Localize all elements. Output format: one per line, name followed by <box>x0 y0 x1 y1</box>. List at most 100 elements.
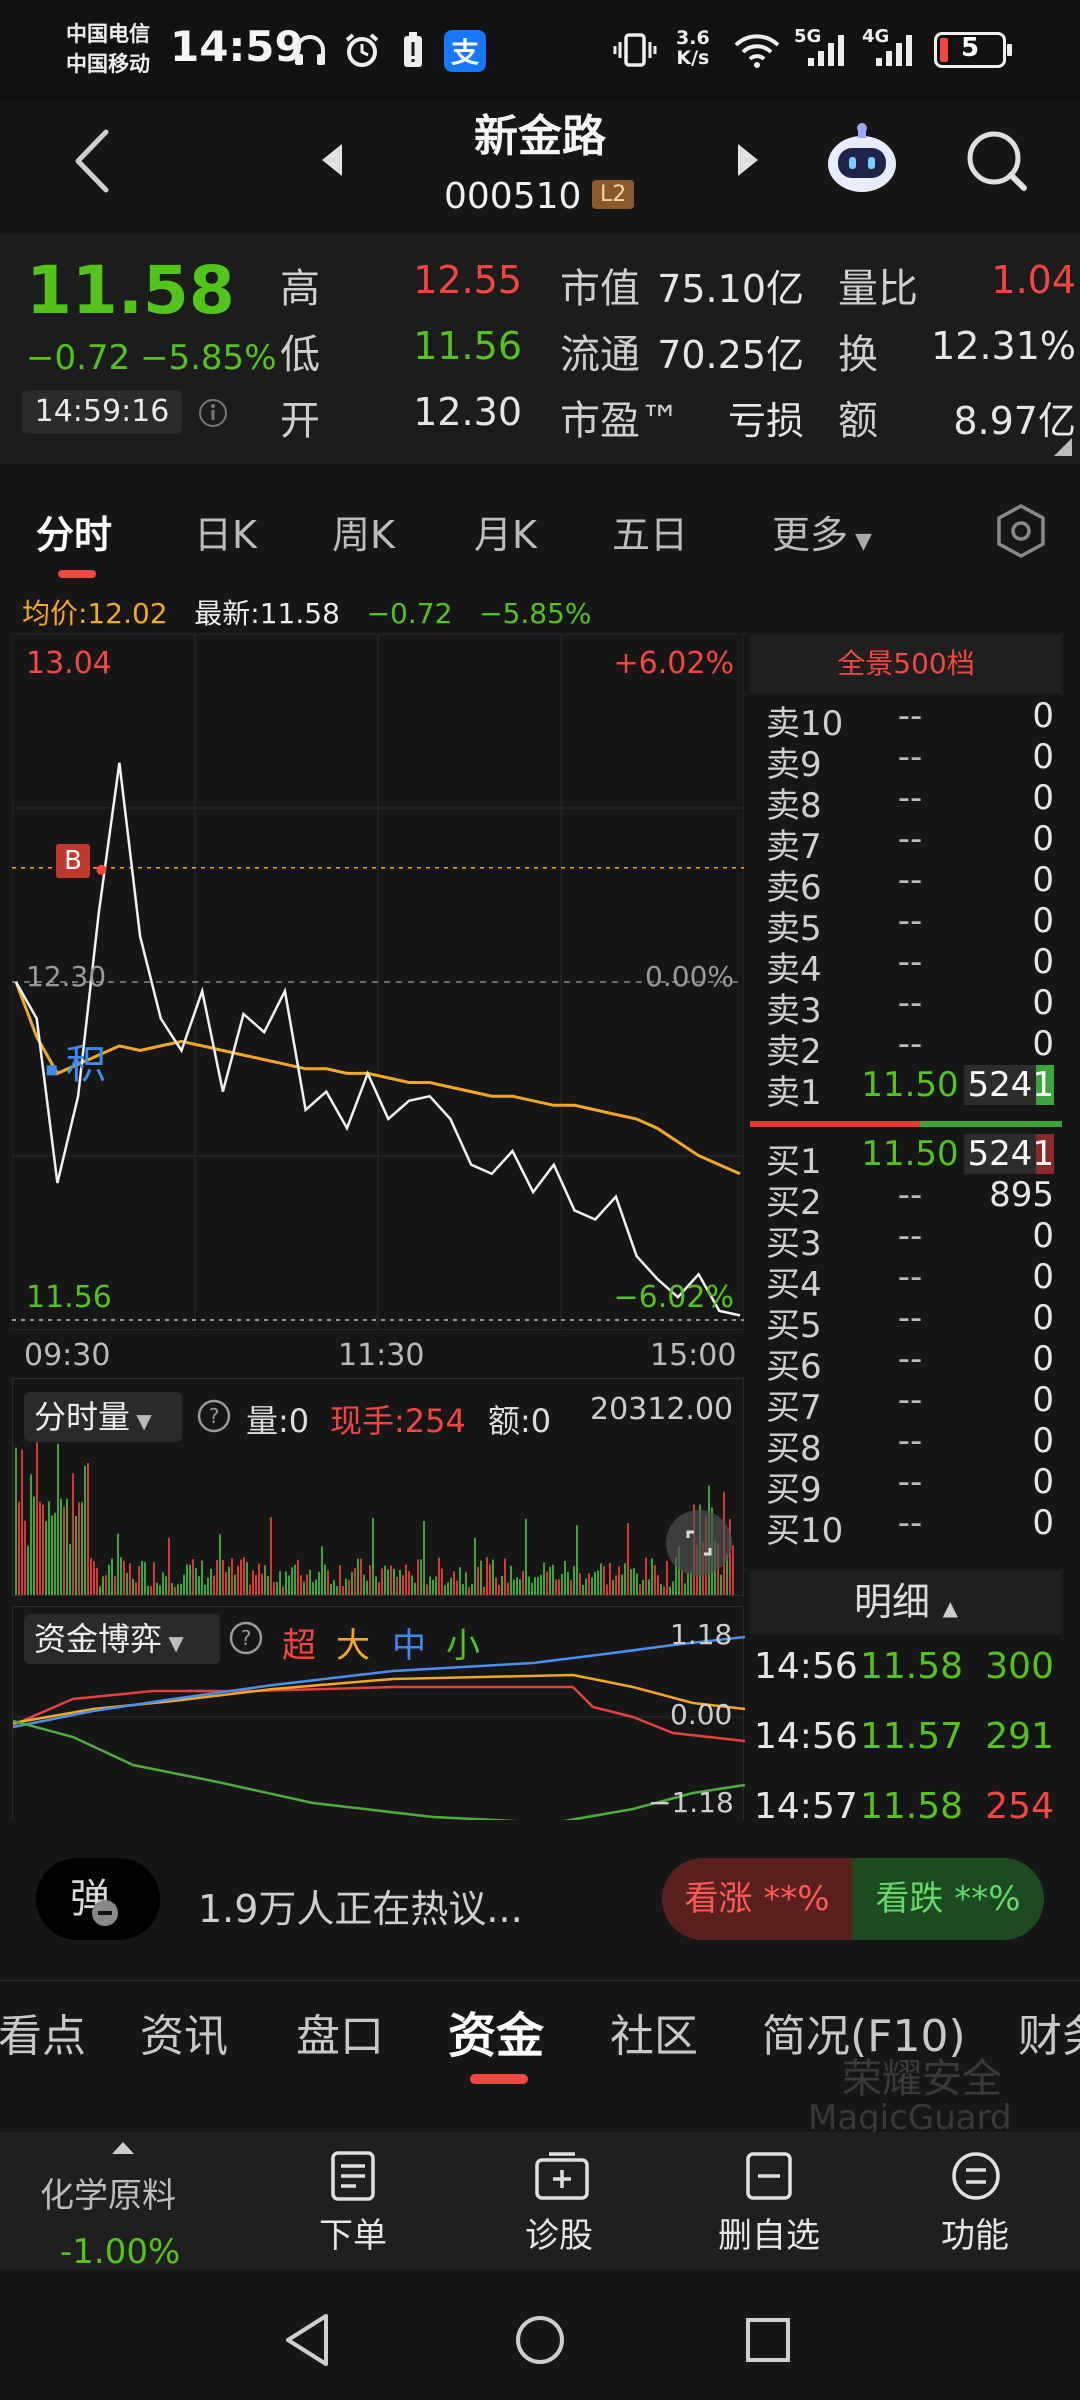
tab-five-day[interactable]: 五日 <box>612 513 689 557</box>
bid-row[interactable]: 买2 -- 895 <box>750 1175 1062 1223</box>
tab-monthly-k[interactable]: 月K <box>474 513 537 557</box>
ask-row[interactable]: 卖9 -- 0 <box>750 737 1062 785</box>
ask-row[interactable]: 卖7 -- 0 <box>750 819 1062 867</box>
bid-row[interactable]: 买5 -- 0 <box>750 1298 1062 1346</box>
ask-row[interactable]: 卖5 -- 0 <box>750 901 1062 949</box>
ask-volume: 0 <box>1032 778 1054 818</box>
fullscreen-icon[interactable] <box>666 1510 732 1576</box>
volume-max: 20312.00 <box>590 1392 734 1427</box>
order-button[interactable]: 下单 <box>278 2150 428 2257</box>
volume-bar <box>57 1443 59 1595</box>
ask-volume: 0 <box>1032 696 1054 736</box>
help-icon[interactable]: ? <box>228 1620 264 1656</box>
bid-price: -- <box>897 1216 923 1256</box>
volume-bar <box>141 1560 143 1595</box>
ask-row[interactable]: 卖2 -- 0 <box>750 1024 1062 1072</box>
fund-type-dropdown[interactable]: 资金博弈 ▼ <box>24 1614 220 1664</box>
bullish-button[interactable]: 看涨 **% <box>662 1858 852 1940</box>
bid-row[interactable]: 买3 -- 0 <box>750 1216 1062 1264</box>
ask-row[interactable]: 卖10 -- 0 <box>750 696 1062 744</box>
fund-flow-panel <box>12 1606 745 1832</box>
bid-row[interactable]: 买9 -- 0 <box>750 1462 1062 1510</box>
volume-bar <box>465 1572 467 1595</box>
search-icon[interactable] <box>962 126 1032 196</box>
tab-community[interactable]: 社区 <box>610 2011 698 2062</box>
high-label: 高 <box>280 266 320 312</box>
next-stock-icon[interactable] <box>734 142 762 178</box>
volume-bar <box>153 1562 155 1595</box>
robot-assistant-icon[interactable] <box>822 120 902 200</box>
discussion-text[interactable]: 1.9万人正在热议... <box>198 1887 523 1931</box>
ask-row[interactable]: 卖6 -- 0 <box>750 860 1062 908</box>
remove-watchlist-button[interactable]: 删自选 <box>694 2150 844 2257</box>
volume-bar <box>213 1575 215 1595</box>
tab-intraday[interactable]: 分时 <box>36 513 113 557</box>
volume-bar <box>657 1575 659 1595</box>
ask-row[interactable]: 卖8 -- 0 <box>750 778 1062 826</box>
volume-bar <box>513 1579 515 1595</box>
volume-bar <box>420 1559 422 1595</box>
bid-volume: 895 <box>989 1175 1054 1215</box>
bid-row[interactable]: 买7 -- 0 <box>750 1380 1062 1428</box>
prev-stock-icon[interactable] <box>318 142 346 178</box>
bid-volume: 0 <box>1032 1462 1054 1502</box>
nav-home-icon[interactable] <box>514 2314 566 2366</box>
bid-row[interactable]: 买10 -- 0 <box>750 1503 1062 1551</box>
bid-row[interactable]: 买6 -- 0 <box>750 1339 1062 1387</box>
ask-level: 卖4 <box>766 950 822 990</box>
bid-price: -- <box>897 1462 923 1502</box>
volume-bar <box>474 1537 476 1595</box>
volume-bar <box>477 1566 479 1595</box>
tab-weekly-k[interactable]: 周K <box>332 513 395 557</box>
back-icon[interactable] <box>66 126 122 196</box>
tab-finance[interactable]: 财务 <box>1018 2011 1080 2062</box>
trade-detail-row[interactable]: 14:56 11.58 300 <box>750 1634 1062 1704</box>
tab-highlights[interactable]: 看点 <box>0 2011 86 2062</box>
tab-more[interactable]: 更多 ▼ <box>772 513 872 557</box>
low-label: 低 <box>280 332 320 378</box>
volume-bar <box>291 1567 293 1595</box>
danmaku-toggle[interactable]: 弹 <box>36 1858 160 1940</box>
trade-volume: 291 <box>985 1716 1054 1757</box>
nav-recents-icon[interactable] <box>744 2316 792 2364</box>
sector-name[interactable]: 化学原料 <box>40 2176 176 2216</box>
tab-capital[interactable]: 资金 <box>448 2008 545 2064</box>
help-icon[interactable]: ? <box>196 1398 232 1434</box>
intraday-chart[interactable]: 13.04 +6.02% 12.30 0.00% 11.56 −6.02% B … <box>12 634 744 1330</box>
volume-bar <box>270 1517 272 1595</box>
ask-row[interactable]: 卖4 -- 0 <box>750 942 1062 990</box>
volume-bar <box>267 1575 269 1595</box>
functions-button[interactable]: 功能 <box>900 2150 1050 2257</box>
bearish-button[interactable]: 看跌 **% <box>852 1858 1044 1940</box>
volume-type-dropdown[interactable]: 分时量 ▼ <box>24 1392 182 1442</box>
settings-hexagon-icon[interactable] <box>990 500 1052 562</box>
volume-bar <box>720 1574 722 1595</box>
level2-badge[interactable]: L2 <box>592 180 635 209</box>
high-value: 12.55 <box>413 258 522 302</box>
tab-news[interactable]: 资讯 <box>140 2011 228 2062</box>
info-icon[interactable] <box>198 398 228 428</box>
diagnose-button[interactable]: 诊股 <box>484 2150 634 2257</box>
volume-bar <box>207 1577 209 1595</box>
bid-level: 买7 <box>766 1388 822 1428</box>
volume-bar <box>72 1473 74 1595</box>
expand-corner-icon[interactable] <box>1052 436 1074 458</box>
volume-bar <box>528 1576 530 1595</box>
bid-row[interactable]: 买8 -- 0 <box>750 1421 1062 1469</box>
nav-back-icon[interactable] <box>282 2312 332 2368</box>
tab-daily-k[interactable]: 日K <box>194 513 257 557</box>
volume-bar <box>180 1583 182 1595</box>
tab-f10[interactable]: 简况(F10) <box>762 2011 966 2062</box>
ask-price: -- <box>897 860 923 900</box>
bid-row[interactable]: 买1 11.50 5241 <box>750 1134 1062 1182</box>
detail-header[interactable]: 明细 ▲ <box>750 1570 1062 1634</box>
tab-handicap[interactable]: 盘口 <box>296 2011 384 2062</box>
volume-bar <box>45 1521 47 1595</box>
bid-row[interactable]: 买4 -- 0 <box>750 1257 1062 1305</box>
ask-row[interactable]: 卖3 -- 0 <box>750 983 1062 1031</box>
order-book-header[interactable]: 全景500档 <box>750 634 1062 694</box>
buy-marker[interactable]: B <box>56 844 90 878</box>
ask-row[interactable]: 卖1 11.50 5241 <box>750 1065 1062 1113</box>
accumulate-marker[interactable]: 积 <box>66 1042 106 1088</box>
trade-detail-row[interactable]: 14:56 11.57 291 <box>750 1704 1062 1774</box>
